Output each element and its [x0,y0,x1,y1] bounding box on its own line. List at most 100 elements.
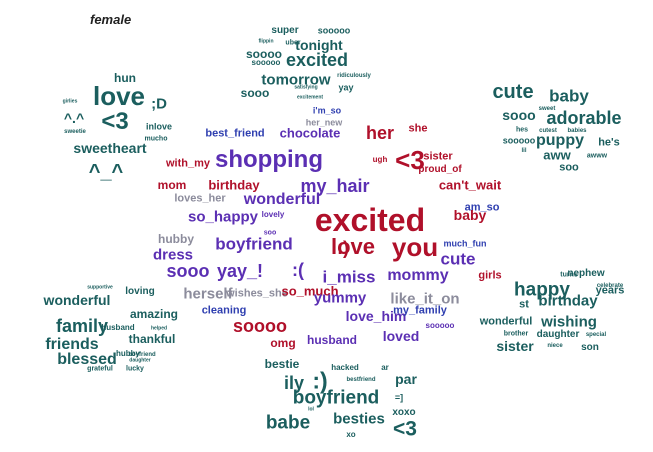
cloud-word: <3 [393,417,417,441]
cloud-word: supportive [87,284,113,291]
cloud-word: brother [503,330,529,338]
cloud-word: mom [157,178,187,192]
cloud-word: awww [586,152,608,160]
cloud-word: cute [440,249,476,269]
cloud-word: sooo [502,107,536,123]
cloud-word: =] [394,392,404,403]
cloud-word: uber [285,39,301,47]
cloud-word: cute [492,81,534,103]
cloud-word: sweetie [64,129,86,135]
cloud-word: family [55,316,109,336]
cloud-word: chocolate [279,125,341,141]
cloud-word: sister [496,338,534,354]
cloud-word: birthday [538,292,598,310]
cloud-word: ;D [151,95,167,113]
cloud-word: sister [423,150,453,163]
cloud-word: ily [283,373,305,393]
cloud-word: so_much [281,283,339,299]
cloud-word: satisfying [294,84,318,91]
cloud-word: sooooo [502,135,536,146]
cloud-word: girls [478,269,502,282]
cloud-word: bestie [264,357,300,371]
cloud-word: sooooo [317,25,351,36]
cloud-word: niece [547,343,563,349]
cloud-word: boyfriend [292,387,380,409]
cloud-word: shopping [215,146,323,173]
cloud-word: sweetheart [73,140,147,156]
cloud-word: :) [337,238,349,258]
cloud-word: excitement [296,94,324,101]
cloud-word: besties [333,410,385,428]
cloud-word: baby [453,207,487,223]
cloud-word: hun [114,71,136,85]
cloud-word: wonderful [479,315,533,328]
cloud-word: thankful [128,332,176,346]
cloud-word: soo [263,229,277,237]
cloud-word: sooo [240,86,270,100]
cloud-word: tonight [295,37,343,53]
cloud-word: special [585,332,607,338]
cloud-word: yay [338,82,354,93]
cloud-word: loved [382,328,420,344]
cloud-word: love [330,234,376,259]
cloud-word: with_my [165,157,211,170]
cloud-word: helped [150,325,168,332]
cloud-word: cutest [539,128,557,134]
cloud-word: hubby [158,232,194,246]
cloud-word: mommy [387,267,449,284]
cloud-word: wonderful [43,292,111,308]
cloud-word: hubby [116,349,140,358]
cloud-word: boyfriend [215,234,293,254]
cloud-word: herself [183,285,233,303]
cloud-word: daughter [129,357,151,364]
cloud-word: best_friend [205,127,265,140]
cloud-word: xoxo [392,407,416,418]
cloud-word: yay_! [216,261,264,281]
cloud-word: nephew [567,268,605,279]
cloud-word: my_family [393,304,447,317]
cloud-word: happy [514,279,570,301]
cloud-word: lol [308,406,314,413]
cloud-word: wishes_she [226,287,288,300]
cloud-title: female [90,12,132,27]
cloud-word: babe [265,412,311,434]
cloud-word: sooo [166,261,210,281]
cloud-word: girlies [62,98,78,105]
cloud-word: lovely [261,210,285,219]
cloud-word: flippin [258,38,274,45]
cloud-word: i'm_so [312,105,342,116]
cloud-word: birthday [208,177,260,193]
cloud-word: puppy [536,132,584,149]
cloud-word: ^.^ [63,110,85,126]
cloud-word: excited [314,202,426,238]
cloud-word: super [271,25,299,36]
cloud-word: wonderful [243,191,321,208]
cloud-word: babies [567,128,587,134]
cloud-word: boyfriend [128,352,156,358]
cloud-word: cleaning [201,304,247,317]
cloud-word: soooo [233,316,287,336]
cloud-word: tomorrow [261,71,331,89]
cloud-word: hacked [331,363,359,372]
cloud-word: ridiculously [337,73,371,79]
cloud-word: excited [285,50,349,70]
cloud-word: hes [515,126,529,134]
cloud-word: her_new [305,117,343,128]
cloud-word: celebrate [596,283,624,289]
cloud-word: son [581,342,599,353]
cloud-word: turns [560,271,578,279]
cloud-word: blessed [57,351,117,368]
cloud-word: mucho [144,135,168,143]
cloud-word: sweet [538,106,556,112]
cloud-word: daughter [536,329,580,340]
cloud-word: xo [346,430,356,439]
cloud-word: love [92,81,146,111]
cloud-word: my_hair [300,176,370,196]
cloud-word: wishing [541,313,597,331]
cloud-word: st [519,298,529,311]
cloud-word: she [408,122,428,135]
cloud-word: :) [312,367,328,394]
cloud-word: i_miss [322,267,376,287]
cloud-word: am_so [464,201,500,214]
